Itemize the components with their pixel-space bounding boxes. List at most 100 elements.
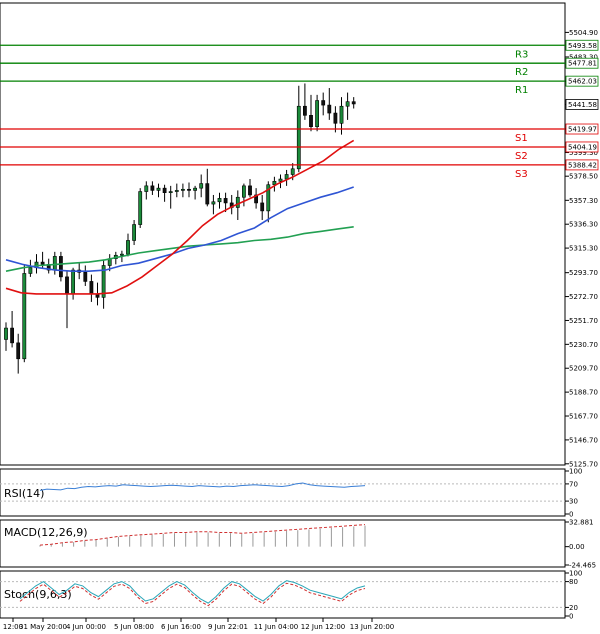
level-name-s2: S2 bbox=[515, 151, 528, 162]
candle-body bbox=[217, 198, 222, 203]
level-name-s3: S3 bbox=[515, 169, 528, 180]
price-tick-label: 5125.70 bbox=[569, 460, 598, 468]
stoch-panel-frame bbox=[0, 570, 566, 619]
macd-panel-frame bbox=[0, 519, 566, 568]
candle-body bbox=[248, 185, 252, 196]
candle-body bbox=[205, 183, 210, 205]
candle-body bbox=[211, 201, 216, 205]
macd-panel: MACD(12,26,9) bbox=[0, 519, 566, 568]
rsi-tick-label: 100 bbox=[569, 468, 582, 476]
stoch-tick-label: 0 bbox=[569, 613, 573, 621]
price-tick-label: 5399.30 bbox=[569, 149, 598, 157]
candle-body bbox=[132, 224, 137, 241]
stoch-title: Stoch(9,6,3) bbox=[4, 588, 72, 601]
stoch-tick-label: 80 bbox=[569, 578, 578, 586]
candle-body bbox=[302, 105, 307, 116]
candle-body bbox=[187, 188, 191, 191]
candle-body bbox=[284, 174, 289, 180]
candle-body bbox=[223, 198, 228, 204]
ma-blue-line bbox=[5, 186, 354, 273]
time-tick-label: 12 Jun 12:00 bbox=[301, 623, 345, 631]
candle-body bbox=[28, 267, 33, 274]
candle-body bbox=[16, 342, 21, 360]
candle-body bbox=[89, 281, 94, 295]
mark-layer bbox=[0, 83, 565, 608]
stoch-k-line bbox=[19, 580, 366, 604]
level-price-label: 5493.58 bbox=[568, 42, 597, 50]
level-price-box bbox=[565, 39, 599, 51]
level-layer: R3 5493.58 R2 5477.81 R1 5462.03 S1 5419.97 S2 54… bbox=[0, 39, 599, 180]
time-tick-label: 6 Jun 16:00 bbox=[161, 623, 201, 631]
time-tick-label: 12:00 bbox=[3, 623, 23, 631]
candle-body bbox=[120, 253, 124, 256]
candle-body bbox=[260, 202, 265, 212]
price-tick-label: 5293.70 bbox=[569, 269, 598, 277]
price-tick-label: 5336.30 bbox=[569, 221, 598, 229]
level-price-label: 5404.19 bbox=[568, 143, 597, 151]
candle-body bbox=[22, 273, 27, 360]
candle-body bbox=[101, 265, 106, 298]
candle-body bbox=[345, 101, 350, 107]
time-tick-label: 9 Jun 22:01 bbox=[208, 623, 248, 631]
candle-body bbox=[235, 196, 240, 208]
stoch-tick-label: 100 bbox=[569, 570, 582, 578]
price-tick-label: 5315.30 bbox=[569, 245, 598, 253]
rsi-line bbox=[39, 482, 366, 491]
level-name-r1: R1 bbox=[515, 85, 528, 96]
candle-body bbox=[52, 256, 57, 271]
rsi-title: RSI(14) bbox=[4, 487, 44, 500]
candle-body bbox=[315, 100, 320, 128]
candle-body bbox=[193, 187, 198, 191]
stoch-tick-label: 20 bbox=[569, 604, 578, 612]
time-tick-label: 13 Jun 20:00 bbox=[350, 623, 394, 631]
candle-body bbox=[174, 190, 179, 192]
level-price-box bbox=[565, 57, 599, 69]
last-price-box bbox=[565, 99, 599, 110]
candle-body bbox=[150, 185, 155, 191]
price-tick-label: 5272.70 bbox=[569, 293, 598, 301]
candle-body bbox=[71, 269, 76, 295]
rsi-panel-frame bbox=[0, 468, 566, 517]
candle-body bbox=[40, 261, 45, 265]
ma-red-line bbox=[5, 139, 355, 295]
rsi-tick-label: 0 bbox=[569, 511, 573, 519]
level-price-label: 5462.03 bbox=[568, 78, 597, 86]
level-price-label: 5388.42 bbox=[568, 161, 597, 169]
candle-body bbox=[168, 191, 173, 193]
price-tick-label: 5230.70 bbox=[569, 341, 598, 349]
candle-body bbox=[199, 183, 204, 189]
level-name-r3: R3 bbox=[515, 49, 528, 60]
candle-body bbox=[126, 240, 130, 255]
level-price-box bbox=[565, 159, 599, 171]
candle-body bbox=[83, 272, 88, 282]
main-panel bbox=[0, 2, 566, 466]
stoch-panel: Stoch(9,6,3) bbox=[0, 570, 566, 619]
main-panel-frame bbox=[0, 2, 566, 466]
stoch-d-line bbox=[19, 582, 366, 607]
price-tick-label: 5378.50 bbox=[569, 173, 598, 181]
candle-body bbox=[321, 100, 326, 106]
candle-body bbox=[138, 191, 143, 225]
candle-body bbox=[162, 187, 167, 193]
time-tick-label: 11 Jun 04:00 bbox=[254, 623, 298, 631]
candle-body bbox=[4, 327, 8, 340]
candle-body bbox=[156, 187, 161, 191]
level-price-box bbox=[565, 141, 599, 153]
level-price-label: 5477.81 bbox=[568, 60, 597, 68]
rsi-panel: RSI(14) bbox=[0, 468, 566, 517]
candle-body bbox=[58, 256, 63, 278]
last-price-label: 5441.58 bbox=[568, 101, 597, 109]
level-name-r2: R2 bbox=[515, 67, 528, 78]
price-tick-label: 5251.70 bbox=[569, 317, 598, 325]
rsi-tick-label: 30 bbox=[569, 498, 578, 506]
candle-body bbox=[10, 327, 15, 344]
macd-tick-label: 0.00 bbox=[569, 543, 585, 551]
time-tick-label: 4 Jun 00:00 bbox=[66, 623, 106, 631]
level-price-label: 5419.97 bbox=[568, 126, 597, 134]
candle-body bbox=[339, 105, 344, 124]
price-tick-label: 5188.70 bbox=[569, 389, 598, 397]
rsi-tick-label: 70 bbox=[569, 480, 578, 488]
candle-body bbox=[327, 104, 332, 114]
level-price-box bbox=[565, 123, 599, 135]
